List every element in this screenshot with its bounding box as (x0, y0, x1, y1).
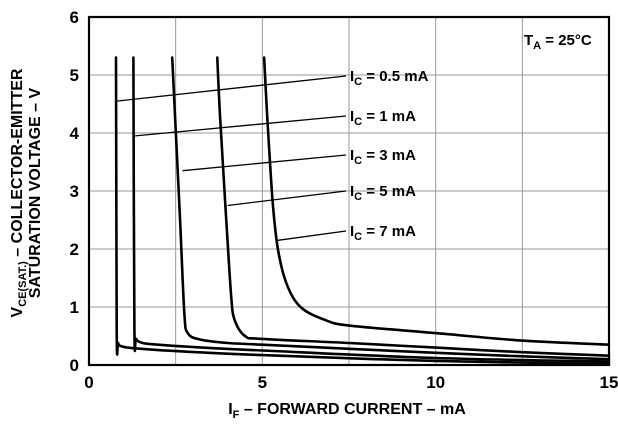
y-tick-label: 4 (70, 124, 80, 143)
series-label-5: IC = 7 mA (350, 223, 416, 243)
y-tick-label: 3 (70, 182, 79, 201)
x-tick-label: 0 (84, 373, 93, 392)
leader-line-5 (277, 230, 347, 241)
y-tick-label: 5 (70, 66, 79, 85)
series-label-2: IC = 1 mA (350, 108, 416, 128)
leader-line-1 (116, 75, 347, 102)
y-tick-label: 2 (70, 240, 79, 259)
series-label-1: IC = 0.5 mA (350, 68, 429, 88)
series-line-4 (216, 56, 611, 357)
y-tick-labels: 0 1 2 3 4 5 6 (70, 8, 80, 375)
series-line-2 (132, 56, 611, 363)
series-label-4: IC = 5 mA (350, 183, 416, 203)
plot-frame (87, 15, 611, 367)
series-line-3 (170, 56, 611, 361)
series-line-5 (262, 56, 611, 346)
x-tick-label: 5 (258, 373, 267, 392)
x-tick-labels: 0 5 10 15 (84, 373, 618, 392)
x-tick-label: 15 (600, 373, 618, 392)
leader-line-3 (182, 154, 347, 172)
y-tick-label: 1 (70, 298, 79, 317)
x-axis-title: IF – FORWARD CURRENT – mA (228, 401, 466, 421)
condition-label: TA = 25°C (524, 32, 592, 52)
y-tick-label: 0 (70, 356, 79, 375)
series-lines (114, 56, 611, 366)
annotation-leaders (116, 75, 347, 241)
y-axis-title-line2: SATURATION VOLTAGE – V (27, 87, 44, 298)
leader-line-2 (135, 115, 347, 137)
leader-line-4 (227, 190, 347, 207)
series-label-3: IC = 3 mA (350, 147, 416, 167)
series-labels: IC = 0.5 mA IC = 1 mA IC = 3 mA IC = 5 mA IC… (350, 68, 429, 243)
y-tick-label: 6 (70, 8, 79, 27)
series-line-1 (114, 56, 611, 366)
x-tick-label: 10 (426, 373, 445, 392)
y-axis-title-line1: VCE(SAT.) – COLLECTOR-EMITTER (9, 68, 29, 317)
grid (89, 17, 609, 365)
